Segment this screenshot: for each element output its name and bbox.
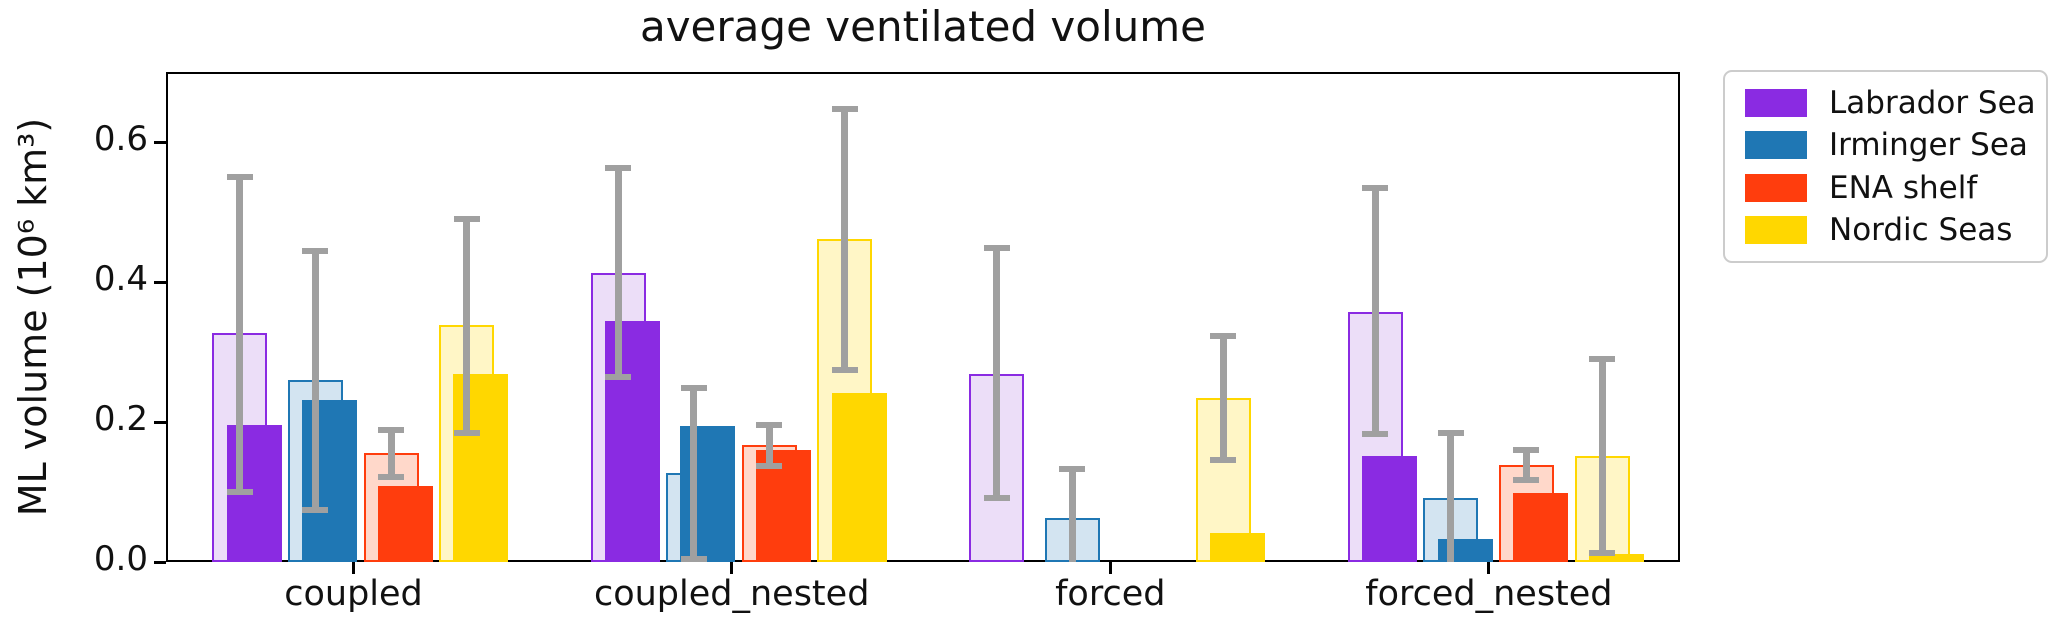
x-tick-mark bbox=[730, 562, 734, 574]
legend-label: ENA shelf bbox=[1829, 169, 1978, 206]
x-tick-mark bbox=[352, 562, 355, 574]
error-bar-cap bbox=[453, 429, 480, 436]
error-bar bbox=[1068, 468, 1076, 562]
bar-ena-shelf-solid bbox=[1513, 492, 1569, 562]
bar-ena-shelf-solid bbox=[377, 486, 433, 562]
error-bar bbox=[1447, 433, 1455, 562]
error-bar-cap bbox=[453, 216, 480, 222]
error-bar-cap bbox=[302, 506, 329, 513]
legend-item: Irminger Sea bbox=[1725, 127, 2046, 163]
error-bar bbox=[387, 430, 395, 477]
bar-labrador-sea-solid bbox=[604, 320, 660, 562]
legend-item: Nordic Seas bbox=[1725, 212, 2046, 248]
bar-nordic-seas-solid bbox=[1210, 533, 1266, 562]
error-bar bbox=[1371, 188, 1379, 434]
error-bar-cap bbox=[1059, 465, 1086, 472]
error-bar bbox=[690, 388, 698, 559]
x-tick-label: forced bbox=[1055, 574, 1166, 614]
error-bar-cap bbox=[1513, 477, 1540, 484]
x-tick-label: coupled bbox=[284, 574, 423, 614]
legend-label: Irminger Sea bbox=[1829, 127, 2028, 164]
error-bar-cap bbox=[1589, 549, 1615, 556]
error-bar-cap bbox=[1210, 456, 1237, 463]
y-axis-label: ML volume (10⁶ km³) bbox=[11, 117, 55, 517]
error-bar-cap bbox=[302, 247, 329, 254]
error-bar-cap bbox=[378, 473, 404, 480]
bar-irminger-sea-solid bbox=[1437, 538, 1493, 562]
error-bar-cap bbox=[226, 489, 253, 495]
error-bar bbox=[614, 167, 622, 377]
legend-item: ENA shelf bbox=[1725, 170, 2046, 206]
bar-nordic-seas-solid bbox=[453, 374, 509, 562]
error-bar-cap bbox=[1210, 332, 1237, 339]
error-bar-cap bbox=[1513, 447, 1540, 453]
y-tick-label: 0.0 bbox=[93, 539, 148, 579]
y-tick-mark bbox=[154, 560, 166, 564]
error-bar-cap bbox=[1362, 430, 1389, 437]
legend-swatch bbox=[1745, 89, 1807, 118]
y-tick-label: 0.2 bbox=[93, 399, 148, 439]
error-bar-cap bbox=[756, 421, 783, 428]
legend-swatch bbox=[1745, 215, 1807, 244]
bar-labrador-sea-solid bbox=[1362, 455, 1417, 562]
error-bar bbox=[236, 177, 244, 492]
error-bar-cap bbox=[605, 373, 631, 380]
y-tick-mark bbox=[154, 280, 166, 284]
legend-swatch bbox=[1745, 131, 1807, 160]
error-bar-cap bbox=[680, 385, 707, 392]
y-tick-mark bbox=[154, 140, 166, 144]
error-bar-cap bbox=[1589, 356, 1615, 362]
error-bar bbox=[1522, 450, 1530, 481]
bar-irminger-sea-solid bbox=[680, 426, 736, 562]
bar-nordic-seas-solid bbox=[831, 392, 887, 562]
error-bar-cap bbox=[226, 174, 253, 180]
error-bar bbox=[1219, 335, 1227, 460]
error-bar-cap bbox=[983, 495, 1010, 502]
legend: Labrador Sea Irminger Sea ENA shelf Nordic … bbox=[1723, 70, 2048, 263]
error-bar-cap bbox=[1362, 185, 1389, 192]
error-bar-cap bbox=[756, 463, 783, 470]
y-tick-label: 0.6 bbox=[93, 119, 148, 159]
error-bar-cap bbox=[378, 427, 404, 434]
y-tick-label: 0.4 bbox=[93, 259, 148, 299]
error-bar bbox=[1598, 359, 1606, 553]
x-tick-label: forced_nested bbox=[1365, 574, 1613, 614]
chart-title: average ventilated volume bbox=[639, 2, 1207, 51]
error-bar-cap bbox=[983, 244, 1010, 251]
y-tick-mark bbox=[154, 420, 166, 424]
error-bar bbox=[765, 424, 773, 467]
bar-irminger-sea-solid bbox=[302, 399, 358, 562]
legend-swatch bbox=[1745, 173, 1807, 202]
legend-label: Nordic Seas bbox=[1829, 211, 2013, 248]
error-bar-cap bbox=[605, 164, 631, 171]
error-bar bbox=[841, 109, 849, 371]
error-bar bbox=[463, 219, 471, 433]
x-tick-mark bbox=[1487, 562, 1491, 574]
error-bar bbox=[311, 250, 319, 510]
bar-nordic-seas-solid bbox=[1588, 553, 1644, 562]
legend-label: Labrador Sea bbox=[1829, 85, 2036, 122]
error-bar-cap bbox=[1437, 430, 1464, 437]
error-bar bbox=[993, 247, 1001, 499]
error-bar-cap bbox=[831, 106, 858, 113]
x-tick-mark bbox=[1108, 562, 1112, 574]
legend-item: Labrador Sea bbox=[1725, 85, 2046, 121]
x-tick-label: coupled_nested bbox=[593, 574, 870, 614]
error-bar-cap bbox=[831, 367, 858, 374]
error-bar-cap bbox=[680, 555, 707, 562]
